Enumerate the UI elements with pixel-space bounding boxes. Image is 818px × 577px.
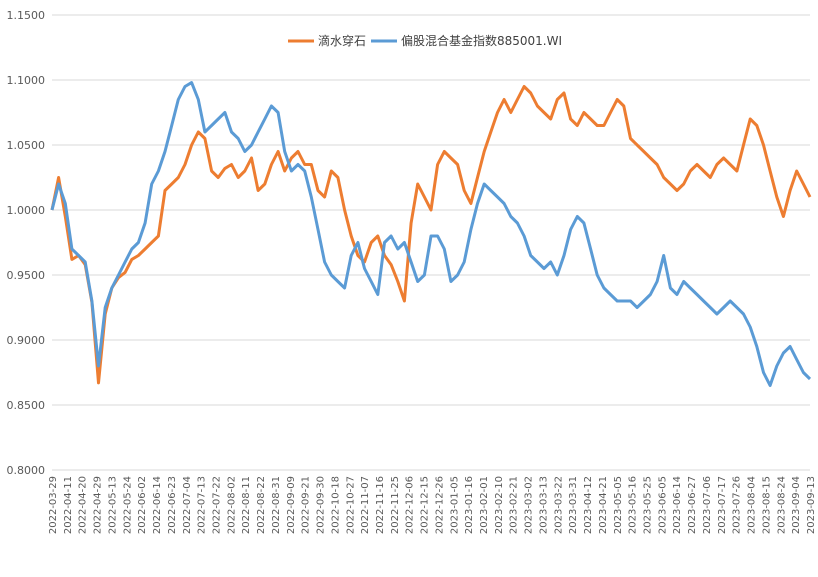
y-tick-label: 1.1000 [7,74,46,87]
x-tick-label: 2022-10-18 [330,476,341,534]
x-tick-label: 2022-03-29 [48,476,59,534]
x-tick-label: 2022-07-13 [197,476,208,534]
x-tick-label: 2023-05-05 [613,476,624,534]
x-tick-label: 2023-06-14 [672,476,683,534]
series-lines [50,81,812,387]
x-tick-label: 2023-03-02 [524,476,535,534]
y-axis-ticks: 0.8000 0.8500 0.9000 0.9500 1.0000 1.0500 1.10… [7,9,46,477]
x-tick-label: 2023-08-15 [761,476,772,534]
x-tick-label: 2022-10-27 [345,476,356,534]
x-tick-label: 2023-02-21 [509,476,520,534]
y-tick-label: 1.1500 [7,9,46,22]
x-tick-label: 2022-04-29 [93,476,104,534]
x-tick-label: 2022-08-31 [271,476,282,534]
x-tick-label: 2022-05-24 [122,476,133,534]
x-tick-label: 2023-04-21 [598,476,609,534]
x-tick-label: 2023-02-10 [494,476,505,534]
x-tick-label: 2022-09-09 [286,476,297,534]
x-tick-label: 2022-06-02 [137,476,148,534]
x-tick-label: 2023-01-16 [464,476,475,534]
x-tick-label: 2022-04-11 [63,476,74,534]
x-tick-label: 2022-08-22 [256,476,267,534]
x-tick-label: 2022-04-20 [78,476,89,534]
x-tick-label: 2022-09-30 [316,476,327,534]
x-tick-label: 2023-03-13 [538,476,549,534]
y-tick-label: 1.0500 [7,139,46,152]
x-tick-label: 2023-05-25 [643,476,654,534]
x-tick-label: 2023-03-31 [568,476,579,534]
x-tick-label: 2023-06-05 [657,476,668,534]
x-tick-label: 2023-04-12 [583,476,594,534]
x-tick-label: 2022-09-21 [301,476,312,534]
x-tick-label: 2023-05-16 [628,476,639,534]
x-tick-label: 2022-06-14 [152,476,163,534]
legend: 滴水穿石 偏股混合基金指数885001.WI [288,33,562,48]
y-tick-label: 0.8000 [7,464,46,477]
x-tick-label: 2023-09-04 [791,476,802,534]
x-tick-label: 2022-12-15 [420,476,431,534]
x-tick-label: 2023-07-26 [732,476,743,534]
x-tick-label: 2023-08-24 [776,476,787,534]
x-tick-label: 2023-08-04 [747,476,758,534]
legend-label-series-1: 滴水穿石 [318,33,366,48]
series-line-2 [50,81,812,387]
x-tick-label: 2022-05-13 [107,476,118,534]
x-tick-label: 2022-11-07 [360,476,371,534]
x-tick-label: 2023-02-01 [479,476,490,534]
x-axis-ticks: 2022-03-29 2022-04-11 2022-04-20 2022-04-29… [48,476,817,534]
y-tick-label: 0.8500 [7,399,46,412]
x-tick-label: 2022-11-25 [390,476,401,534]
y-tick-label: 0.9000 [7,334,46,347]
x-tick-label: 2023-07-17 [717,476,728,534]
x-tick-label: 2022-11-16 [375,476,386,534]
x-tick-label: 2023-03-22 [553,476,564,534]
x-tick-label: 2023-06-27 [687,476,698,534]
x-tick-label: 2022-12-06 [405,476,416,534]
x-tick-label: 2022-08-11 [241,476,252,534]
y-tick-label: 1.0000 [7,204,46,217]
x-tick-label: 2023-09-13 [806,476,817,534]
x-tick-label: 2022-06-23 [167,476,178,534]
x-tick-label: 2022-07-22 [211,476,222,534]
x-tick-label: 2023-01-05 [449,476,460,534]
x-tick-label: 2022-12-26 [434,476,445,534]
x-tick-label: 2022-07-04 [182,476,193,534]
y-tick-label: 0.9500 [7,269,46,282]
x-tick-label: 2023-07-06 [702,476,713,534]
x-tick-label: 2022-08-02 [226,476,237,534]
series-line-1 [50,85,812,385]
legend-label-series-2: 偏股混合基金指数885001.WI [401,33,562,48]
